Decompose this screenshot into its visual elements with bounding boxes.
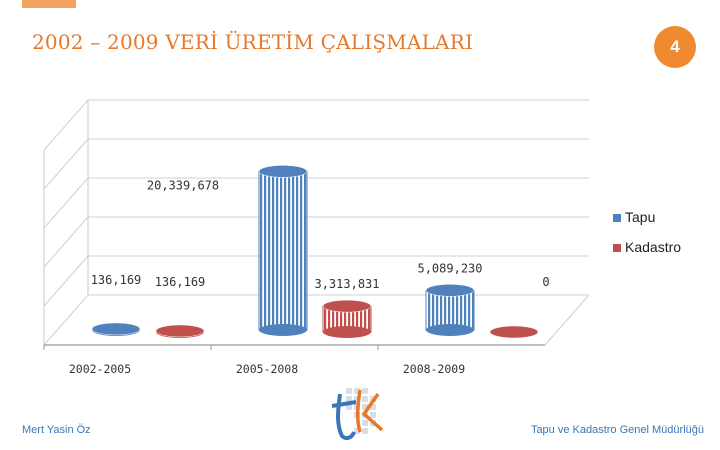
bar-kadastro-2005-2008 — [322, 299, 372, 338]
x-tick-label: 2005-2008 — [236, 362, 298, 376]
bar-tapu-2005-2008 — [258, 165, 308, 336]
data-label-kadastro: 0 — [542, 275, 549, 289]
gridline-diagonal — [43, 255, 89, 307]
bar-body — [258, 170, 308, 331]
data-label-kadastro: 3,313,831 — [314, 277, 379, 291]
legend-swatch-tapu — [613, 214, 621, 222]
bar-top — [91, 322, 141, 336]
slide-title: 2002 – 2009 VERİ ÜRETİM ÇALIŞMALARI — [32, 30, 474, 54]
legend-label-kadastro: Kadastro — [625, 239, 681, 255]
footer-author: Mert Yasin Öz — [22, 424, 91, 436]
bar-top — [425, 284, 475, 297]
top-accent-bar — [22, 0, 76, 8]
bar-body — [425, 289, 475, 331]
gridline-diagonal — [43, 138, 89, 190]
footer-organization: Tapu ve Kadastro Genel Müdürlüğü — [530, 424, 704, 436]
chart-bars — [91, 165, 539, 339]
bar-base — [323, 326, 371, 338]
gridline-diagonal — [43, 216, 89, 268]
floor-right-edge — [544, 294, 590, 346]
bar-kadastro-2002-2005 — [155, 324, 205, 338]
bar-tapu-2002-2005 — [91, 322, 141, 336]
tk-logo-icon — [331, 388, 384, 441]
chart-grid — [43, 99, 590, 350]
bar-kadastro-2008-2009 — [489, 325, 539, 339]
chart-labels: 2002-2005 136,169 136,169 2005-2008 20,339,6… — [69, 178, 550, 376]
bar-top — [489, 325, 539, 339]
gridline-diagonal — [43, 294, 89, 346]
gridline-diagonal — [43, 99, 89, 151]
bar-top — [322, 299, 372, 313]
data-label-tapu: 136,169 — [91, 273, 142, 287]
gridline-diagonal — [43, 177, 89, 229]
data-label-tapu: 5,089,230 — [417, 261, 482, 275]
bar-base — [426, 324, 474, 336]
x-tick-label: 2002-2005 — [69, 362, 131, 376]
bar-base — [259, 324, 307, 336]
x-tick-label: 2008-2009 — [403, 362, 465, 376]
data-label-tapu: 20,339,678 — [147, 178, 219, 192]
data-label-kadastro: 136,169 — [155, 275, 206, 289]
page-number-badge: 4 — [654, 26, 696, 68]
bar-top — [258, 165, 308, 178]
legend-swatch-kadastro — [613, 244, 621, 252]
bar-tapu-2008-2009 — [425, 284, 475, 336]
chart-legend: Tapu Kadastro — [613, 209, 681, 255]
legend-label-tapu: Tapu — [625, 209, 655, 225]
bar-top — [155, 324, 205, 338]
